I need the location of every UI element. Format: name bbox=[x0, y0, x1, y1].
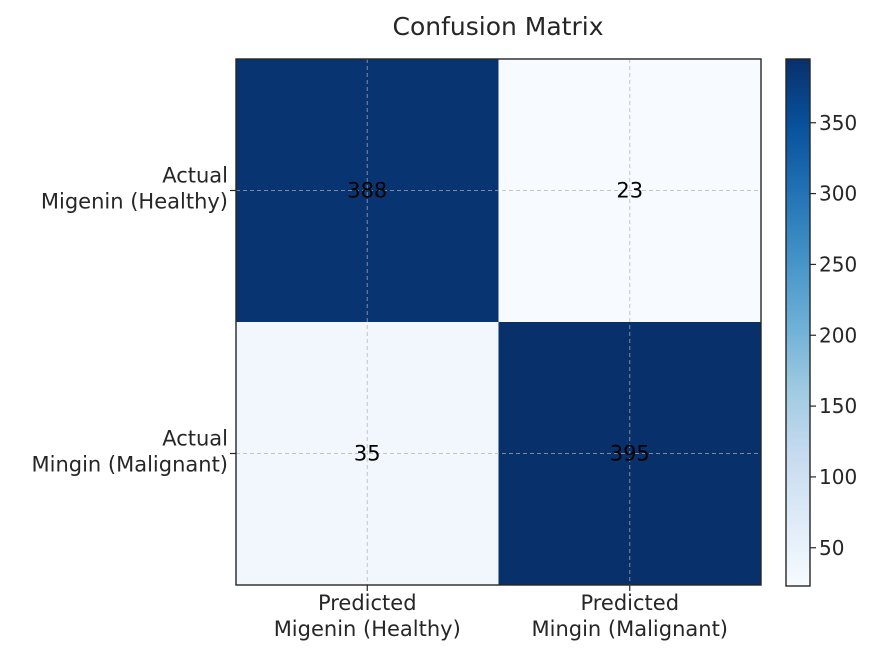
cell-value-labels: 388 23 35 395 bbox=[347, 179, 650, 466]
x-tick-label-c1-line0: Predicted bbox=[580, 591, 679, 615]
cell-value-r0-c1: 23 bbox=[616, 179, 643, 203]
x-tick-label-c0-line1: Migenin (Healthy) bbox=[274, 617, 461, 641]
colorbar-tick-label: 250 bbox=[819, 252, 857, 276]
colorbar-tick-label: 200 bbox=[819, 323, 857, 347]
plot-frame bbox=[235, 58, 762, 586]
heatmap-cells bbox=[236, 59, 761, 585]
y-tick-label-r0-line0: Actual bbox=[162, 164, 228, 188]
y-tick-label-r0-line1: Migenin (Healthy) bbox=[41, 190, 228, 214]
y-tick-label-r1-line1: Mingin (Malignant) bbox=[31, 453, 228, 477]
colorbar-tick-label: 100 bbox=[819, 465, 857, 489]
cell-value-r0-c0: 388 bbox=[347, 179, 387, 203]
chart-title: Confusion Matrix bbox=[392, 12, 603, 41]
colorbar: 50 100 150 200 250 300 350 bbox=[785, 58, 857, 587]
colorbar-tick-label: 350 bbox=[819, 111, 857, 135]
colorbar-tick-label: 300 bbox=[819, 182, 857, 206]
y-tick-label-r1-line0: Actual bbox=[162, 427, 228, 451]
cell-value-r1-c1: 395 bbox=[610, 442, 650, 466]
x-tick-label-c1-line1: Mingin (Malignant) bbox=[531, 617, 728, 641]
colorbar-tick-label: 50 bbox=[819, 536, 844, 560]
colorbar-gradient bbox=[785, 58, 811, 587]
colorbar-tick-label: 150 bbox=[819, 394, 857, 418]
cell-value-r1-c0: 35 bbox=[354, 442, 381, 466]
x-tick-label-c0-line0: Predicted bbox=[318, 591, 417, 615]
grid-lines bbox=[236, 59, 761, 585]
